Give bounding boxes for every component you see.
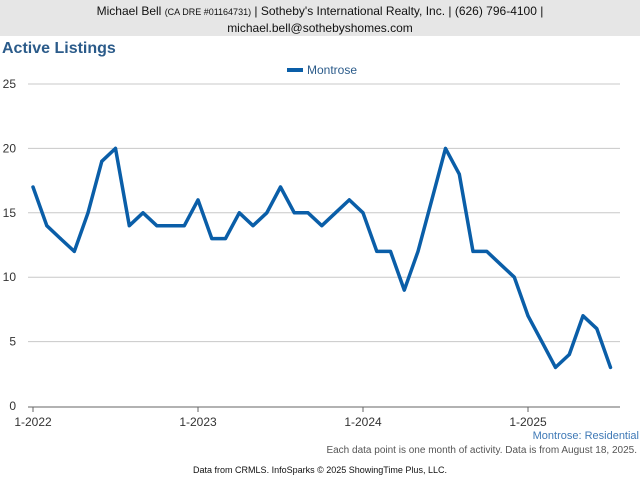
data-point — [416, 249, 420, 253]
x-tick-label: 1-2024 — [344, 415, 382, 429]
chart-title: Active Listings — [2, 40, 116, 57]
data-point — [279, 185, 282, 189]
data-point — [361, 211, 365, 215]
agent-license: (CA DRE #01164731) — [164, 7, 252, 17]
data-point — [251, 224, 255, 228]
y-tick-label: 25 — [3, 77, 17, 91]
data-point — [155, 224, 159, 228]
data-point — [59, 237, 62, 241]
data-point — [567, 352, 571, 356]
x-tick-label: 1-2023 — [179, 415, 217, 429]
data-point — [169, 224, 172, 228]
data-point — [237, 211, 241, 215]
agent-header: Michael Bell (CA DRE #01164731) | Sotheb… — [0, 0, 640, 36]
data-point — [265, 211, 269, 215]
data-point — [224, 237, 227, 241]
data-point — [389, 249, 392, 253]
data-point — [306, 211, 310, 215]
agent-company: | Sotheby's International Realty, Inc. |… — [254, 4, 544, 18]
y-tick-label: 0 — [9, 399, 16, 413]
legend-label: Montrose — [307, 63, 357, 77]
data-credits: Data from CRMLS. InfoSparks © 2025 Showi… — [193, 465, 447, 475]
data-point — [471, 249, 475, 253]
data-point — [444, 146, 447, 150]
data-point — [141, 211, 145, 215]
agent-email[interactable]: michael.bell@sothebyshomes.com — [227, 21, 413, 35]
data-point — [485, 249, 489, 253]
data-point — [512, 275, 516, 279]
data-point — [609, 365, 612, 369]
series-line-montrose — [31, 146, 613, 370]
data-point — [595, 327, 599, 331]
data-point — [114, 146, 117, 150]
market-label: Montrose: Residential — [532, 430, 639, 442]
data-point — [430, 198, 434, 202]
y-tick-label: 10 — [3, 270, 17, 284]
data-point — [196, 198, 200, 202]
data-point — [31, 185, 35, 189]
data-point — [292, 211, 296, 215]
data-point — [526, 314, 530, 318]
data-note: Each data point is one month of activity… — [326, 445, 637, 456]
data-point — [581, 314, 585, 318]
data-point — [72, 249, 76, 253]
data-point — [182, 224, 186, 228]
agent-name: Michael Bell — [96, 4, 162, 18]
data-point — [554, 365, 557, 369]
data-point — [45, 224, 49, 228]
data-point — [499, 262, 502, 266]
data-point — [334, 211, 337, 215]
data-point — [100, 159, 104, 163]
data-point — [457, 172, 461, 176]
data-point — [540, 340, 544, 344]
data-point — [347, 198, 351, 202]
y-tick-label: 5 — [9, 335, 16, 349]
x-tick-label: 1-2025 — [509, 415, 547, 429]
y-tick-label: 15 — [3, 206, 17, 220]
x-tick-label: 1-2022 — [14, 415, 52, 429]
data-point — [210, 237, 214, 241]
data-point — [86, 211, 90, 215]
agent-line-1: Michael Bell (CA DRE #01164731) | Sotheb… — [0, 3, 640, 20]
y-tick-label: 20 — [3, 141, 17, 155]
data-point — [375, 249, 379, 253]
data-point — [402, 288, 406, 292]
data-point — [127, 224, 131, 228]
data-point — [320, 224, 324, 228]
